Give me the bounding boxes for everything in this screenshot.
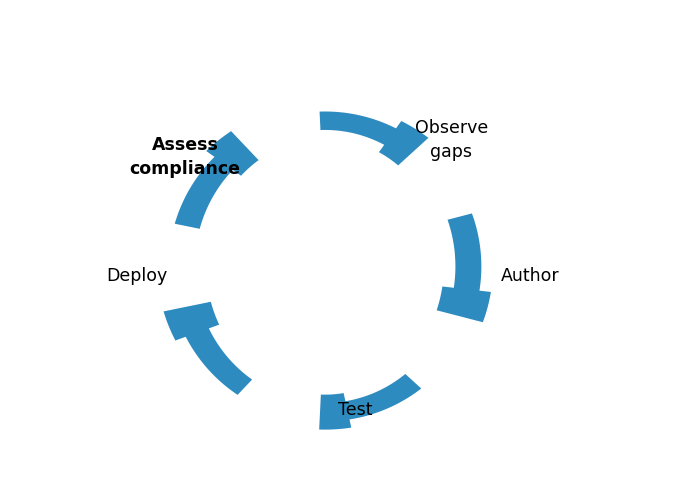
- Polygon shape: [437, 213, 491, 322]
- Text: Assess
compliance: Assess compliance: [130, 136, 240, 178]
- Text: Deploy: Deploy: [106, 267, 168, 285]
- Polygon shape: [319, 112, 428, 165]
- Polygon shape: [319, 374, 422, 430]
- Text: Test: Test: [339, 401, 373, 419]
- Text: Observe
gaps: Observe gaps: [415, 120, 488, 161]
- Polygon shape: [175, 131, 258, 229]
- Polygon shape: [164, 302, 252, 395]
- Text: Author: Author: [500, 267, 559, 285]
